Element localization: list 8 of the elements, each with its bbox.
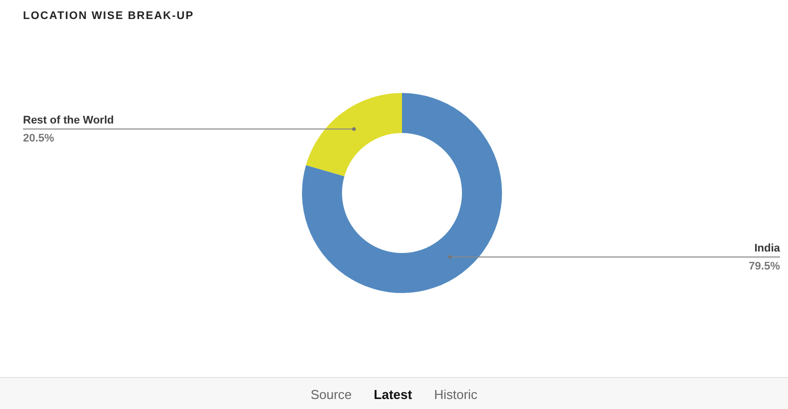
data-label: 79.5% (748, 260, 780, 273)
slice-label: India (754, 242, 781, 255)
text: Latest (374, 386, 412, 402)
text: Source (310, 386, 352, 402)
chart-title: LOCATION WISE BREAK-UP (23, 10, 194, 22)
slice-label: Rest of the World (23, 114, 114, 127)
data-label: 20.5% (23, 132, 54, 145)
text: Historic (434, 386, 478, 402)
